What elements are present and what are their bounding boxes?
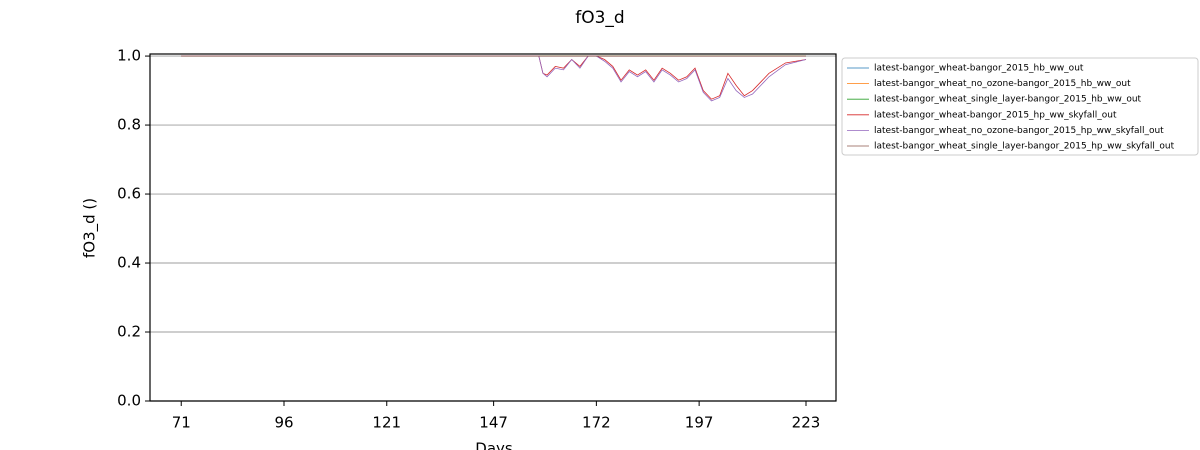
x-tick-label: 197	[685, 414, 714, 432]
legend-label: latest-bangor_wheat_no_ozone-bangor_2015…	[874, 79, 1131, 89]
x-tick-label: 223	[792, 414, 821, 432]
y-tick-label: 1.0	[117, 47, 141, 65]
y-tick-label: 0.8	[117, 116, 141, 134]
legend-label: latest-bangor_wheat_single_layer-bangor_…	[874, 95, 1142, 105]
plot-frame	[149, 53, 837, 402]
legend-label: latest-bangor_wheat_no_ozone-bangor_2015…	[874, 126, 1164, 136]
y-axis-label: fO3_d ()	[81, 198, 100, 258]
x-tick-label: 71	[172, 414, 191, 432]
y-tick-label: 0.0	[117, 392, 141, 410]
x-tick-label: 121	[372, 414, 401, 432]
x-axis-label: Days	[475, 440, 513, 450]
y-tick-label: 0.6	[117, 185, 141, 203]
legend-label: latest-bangor_wheat-bangor_2015_hb_ww_ou…	[874, 64, 1084, 74]
legend-label: latest-bangor_wheat-bangor_2015_hp_ww_sk…	[874, 110, 1117, 120]
legend-box	[841, 57, 1199, 156]
series-line	[181, 55, 807, 100]
x-tick-label: 172	[582, 414, 611, 432]
x-tick-label: 96	[274, 414, 293, 432]
y-tick-label: 0.2	[117, 323, 141, 341]
y-tick-label: 0.4	[117, 254, 141, 272]
chart-title: fO3_d	[575, 8, 624, 28]
x-tick-label: 147	[479, 414, 508, 432]
series-line	[181, 55, 807, 102]
legend-label: latest-bangor_wheat_single_layer-bangor_…	[874, 142, 1175, 152]
